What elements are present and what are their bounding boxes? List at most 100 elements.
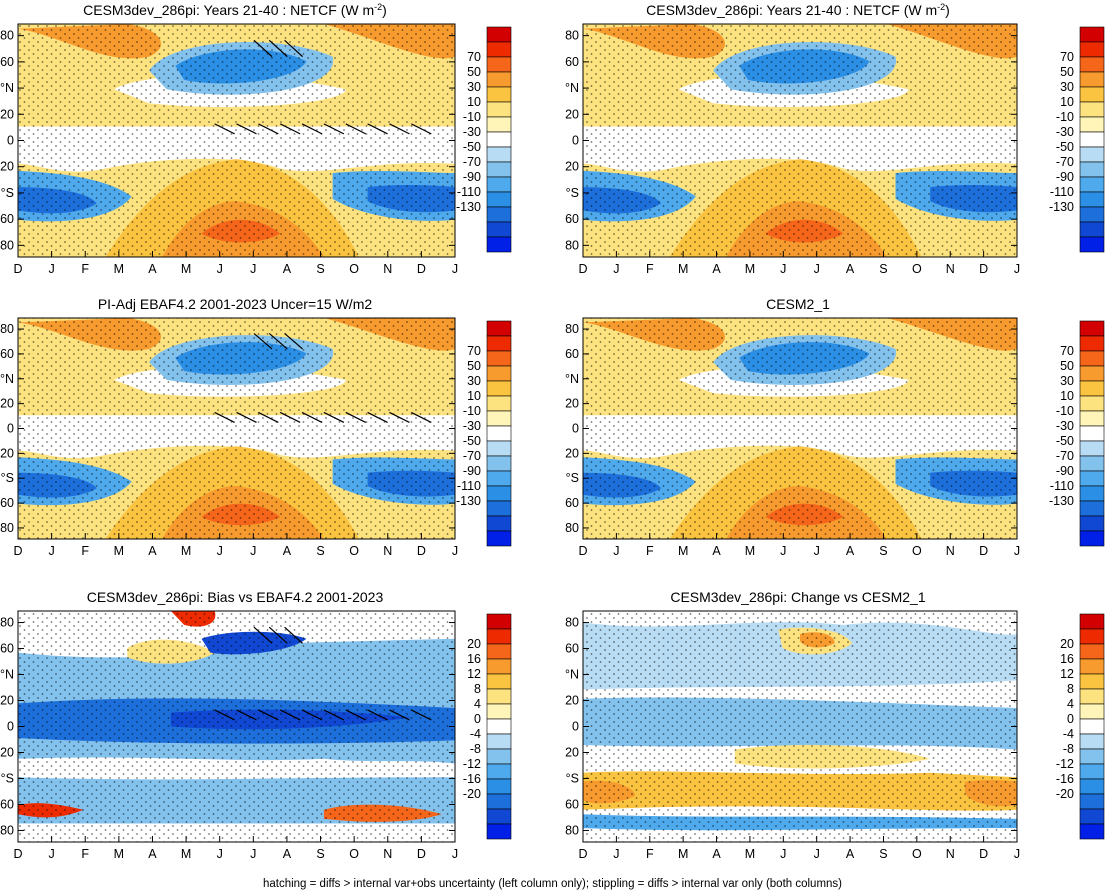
y-tick-label: °N [565, 372, 579, 386]
hatch-line [279, 411, 301, 423]
colorbar-label: 8 [1067, 682, 1074, 696]
x-tick-label: M [114, 262, 124, 276]
colorbar-swatch [486, 41, 512, 58]
colorbar-swatch [1079, 515, 1105, 532]
colorbar-label: -90 [463, 464, 481, 478]
panel-title: PI-Adj EBAF4.2 2001-2023 Uncer=15 W/m2 [98, 296, 373, 312]
colorbar-swatch [1079, 131, 1105, 148]
y-tick-label: 60 [565, 55, 579, 69]
colorbar-swatch [486, 793, 512, 810]
colorbar-label: -50 [463, 140, 481, 154]
hatch-line [301, 411, 323, 423]
colorbar-label: -50 [1056, 140, 1074, 154]
hatching [214, 39, 432, 135]
colorbar-swatch [486, 335, 512, 352]
hatch-line [284, 333, 303, 350]
y-tick-label: 60 [565, 642, 579, 656]
hatch-line [258, 709, 279, 721]
x-tick-label: D [13, 544, 22, 558]
colorbar-swatch [486, 515, 512, 532]
x-tick-label: J [613, 847, 619, 861]
colorbar-swatch [1079, 530, 1105, 547]
colorbar-swatch [1079, 500, 1105, 517]
x-tick-label: M [745, 847, 755, 861]
colorbar-swatch [486, 161, 512, 178]
colorbar-swatch [1079, 733, 1105, 750]
colorbar-label: 70 [1060, 344, 1074, 358]
stippling [18, 611, 455, 842]
y-tick-label: 60 [0, 347, 14, 361]
panel-title: CESM3dev_286pi: Bias vs EBAF4.2 2001-202… [87, 589, 384, 605]
panel-title: CESM3dev_286pi: Change vs CESM2_1 [670, 589, 925, 605]
panel-bias: CESM3dev_286pi: Bias vs EBAF4.2 2001-202… [0, 589, 512, 861]
colorbar-label: -70 [463, 449, 481, 463]
x-tick-label: D [578, 262, 587, 276]
colorbar-label: -30 [1056, 125, 1074, 139]
x-tick-label: N [946, 262, 955, 276]
y-tick-label: 80 [565, 823, 579, 837]
x-tick-label: O [349, 847, 359, 861]
colorbar-swatch [486, 658, 512, 675]
stippling [18, 318, 455, 539]
hatch-line [258, 411, 279, 423]
panel-title: CESM3dev_286pi: Years 21-40 : NETCF (W m… [83, 2, 387, 18]
x-tick-label: A [846, 262, 855, 276]
colorbar-swatch [486, 146, 512, 163]
y-tick-label: 20 [565, 160, 579, 174]
x-tick-label: D [417, 847, 426, 861]
colorbar-swatch [1079, 718, 1105, 735]
colorbar-swatch [486, 380, 512, 397]
panel-ebaf: PI-Adj EBAF4.2 2001-2023 Uncer=15 W/m2 8… [0, 296, 512, 558]
colorbar-label: -70 [463, 155, 481, 169]
colorbar-swatch [1079, 350, 1105, 367]
x-tick-label: J [452, 262, 458, 276]
panel-netcf-cesm3dev: CESM3dev_286pi: Years 21-40 : NETCF (W m… [0, 2, 512, 276]
colorbar-swatch [486, 101, 512, 118]
hatch-line [367, 709, 388, 721]
stippling [18, 24, 455, 257]
hatch-line [236, 123, 257, 135]
colorbar-swatch [1079, 191, 1105, 208]
colorbar-swatch [1079, 56, 1105, 73]
x-tick-label: D [979, 847, 988, 861]
x-tick-label: M [114, 847, 124, 861]
y-tick-label: °N [0, 81, 14, 95]
colorbar-swatch [486, 395, 512, 412]
colorbar-label: 12 [1060, 667, 1074, 681]
y-tick-label: 80 [565, 29, 579, 43]
colorbar-swatch [486, 808, 512, 825]
colorbar-label: 10 [467, 95, 481, 109]
stippling [583, 24, 1017, 257]
colorbar-label: -90 [1056, 170, 1074, 184]
colorbar-swatch [486, 176, 512, 193]
x-tick-label: N [383, 262, 392, 276]
colorbar-swatch [1079, 161, 1105, 178]
hatch-line [323, 123, 345, 135]
colorbar-swatch [486, 470, 512, 487]
colorbar-swatch [486, 26, 512, 43]
panel-change: CESM3dev_286pi: Change vs CESM2_1 8060°N… [565, 589, 1105, 861]
colorbar-swatch [486, 236, 512, 253]
colorbar-label: -10 [463, 404, 481, 418]
colorbar-label: -16 [463, 772, 481, 786]
colorbar-swatch [1079, 236, 1105, 253]
hatch-line [236, 411, 257, 423]
y-tick-label: °S [1, 471, 14, 485]
x-tick-label: M [745, 262, 755, 276]
colorbar-swatch [1079, 425, 1105, 442]
colorbar-label: 20 [467, 637, 481, 651]
y-tick-label: 20 [0, 397, 14, 411]
y-tick-label: 80 [0, 521, 14, 535]
y-tick-label: 20 [565, 694, 579, 708]
x-tick-label: J [1014, 544, 1020, 558]
colorbar-label: 30 [1060, 374, 1074, 388]
hatch-line [214, 709, 235, 721]
colorbar-swatch [1079, 410, 1105, 427]
x-tick-label: J [1014, 847, 1020, 861]
hatch-line [279, 123, 301, 135]
colorbar-swatch [1079, 335, 1105, 352]
y-tick-label: 60 [0, 642, 14, 656]
x-tick-label: D [979, 262, 988, 276]
colorbar-swatch [486, 778, 512, 795]
